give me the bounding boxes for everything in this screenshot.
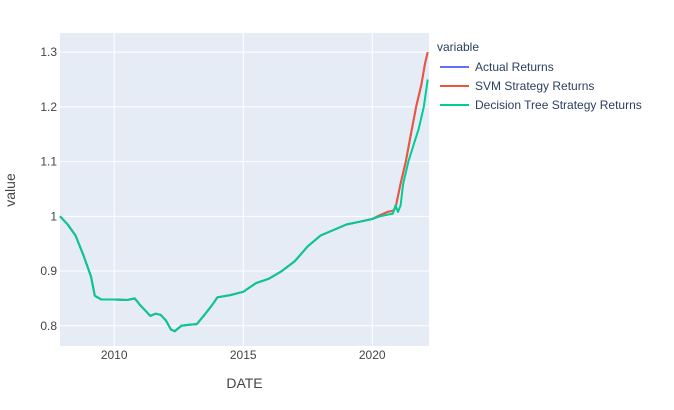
legend-item[interactable]: Decision Tree Strategy Returns	[440, 98, 642, 112]
y-tick-label: 1	[50, 209, 57, 223]
legend-item[interactable]: SVM Strategy Returns	[440, 79, 594, 93]
legend-item[interactable]: Actual Returns	[440, 60, 554, 74]
series-lines	[59, 51, 429, 333]
legend-label: SVM Strategy Returns	[475, 79, 594, 93]
x-tick-label: 2010	[101, 348, 128, 362]
y-axis-title: value	[2, 173, 18, 207]
x-tick-label: 2020	[359, 348, 386, 362]
legend-label: Actual Returns	[475, 60, 554, 74]
x-axis-title: DATE	[226, 375, 262, 391]
y-tick-label: 1.3	[40, 45, 57, 59]
legend-label: Decision Tree Strategy Returns	[475, 98, 642, 112]
legend[interactable]: variable Actual Returns SVM Strategy Retu…	[437, 40, 642, 112]
legend-items: Actual Returns SVM Strategy Returns Decisi…	[440, 60, 642, 112]
y-tick-label: 1.1	[40, 155, 57, 169]
series-line-2	[59, 79, 429, 333]
y-tick-label: 1.2	[40, 100, 57, 114]
x-tick-labels: 2010 2015 2020	[101, 348, 386, 362]
y-tick-label: 0.8	[40, 319, 57, 333]
y-tick-labels: 0.8 0.9 1 1.1 1.2 1.3	[40, 45, 57, 333]
y-tick-label: 0.9	[40, 264, 57, 278]
grid	[60, 33, 429, 346]
plot-background	[60, 33, 429, 346]
x-tick-label: 2015	[230, 348, 257, 362]
legend-title: variable	[437, 40, 479, 54]
